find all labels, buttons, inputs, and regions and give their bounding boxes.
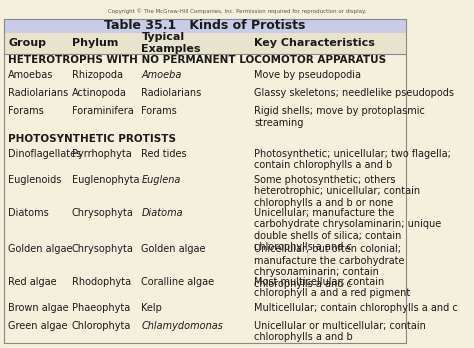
Text: Glassy skeletons; needlelike pseudopods: Glassy skeletons; needlelike pseudopods <box>254 88 454 98</box>
Text: HETEROTROPHS WITH NO PERMANENT LOCOMOTOR APPARATUS: HETEROTROPHS WITH NO PERMANENT LOCOMOTOR… <box>8 55 386 65</box>
Text: Coralline algae: Coralline algae <box>141 277 215 287</box>
Text: Kelp: Kelp <box>141 303 162 313</box>
Text: Foraminifera: Foraminifera <box>72 106 134 116</box>
Text: Euglenoids: Euglenoids <box>8 175 62 185</box>
Text: Radiolarians: Radiolarians <box>141 88 201 98</box>
Text: Diatoms: Diatoms <box>8 207 49 218</box>
Text: Unicellular, but often colonial;
manufacture the carbohydrate
chrysолaminarin; c: Unicellular, but often colonial; manufac… <box>254 244 405 289</box>
Text: Diatoma: Diatoma <box>141 207 183 218</box>
Text: Golden algae: Golden algae <box>141 244 206 254</box>
Text: Chrysophyta: Chrysophyta <box>72 244 134 254</box>
Text: Amoebas: Amoebas <box>8 70 54 80</box>
Text: Phylum: Phylum <box>72 38 118 48</box>
Text: Some photosynthetic; others
heterotrophic; unicellular; contain
chlorophylls a a: Some photosynthetic; others heterotrophi… <box>254 175 420 208</box>
Text: Photosynthetic; unicellular; two flagella;
contain chlorophylls a and b: Photosynthetic; unicellular; two flagell… <box>254 149 451 171</box>
FancyBboxPatch shape <box>4 19 406 33</box>
Text: Euglenophyta: Euglenophyta <box>72 175 139 185</box>
Text: Brown algae: Brown algae <box>8 303 69 313</box>
Text: Phaeophyta: Phaeophyta <box>72 303 130 313</box>
Text: Green algae: Green algae <box>8 321 68 331</box>
Text: Rhizopoda: Rhizopoda <box>72 70 123 80</box>
Text: Key Characteristics: Key Characteristics <box>254 38 375 48</box>
Text: Red tides: Red tides <box>141 149 187 159</box>
Text: Golden algae: Golden algae <box>8 244 73 254</box>
Text: Euglena: Euglena <box>141 175 181 185</box>
Text: Table 35.1   Kinds of Protists: Table 35.1 Kinds of Protists <box>104 19 306 32</box>
Text: Chlamydomonas: Chlamydomonas <box>141 321 223 331</box>
Text: Move by pseudopodia: Move by pseudopodia <box>254 70 361 80</box>
Text: Red algae: Red algae <box>8 277 57 287</box>
Text: Amoeba: Amoeba <box>141 70 182 80</box>
Text: Forams: Forams <box>8 106 44 116</box>
Text: Rhodophyta: Rhodophyta <box>72 277 131 287</box>
Text: Forams: Forams <box>141 106 177 116</box>
Text: Group: Group <box>8 38 46 48</box>
FancyBboxPatch shape <box>4 33 406 54</box>
Text: Unicellular or multicellular; contain
chlorophylls a and b: Unicellular or multicellular; contain ch… <box>254 321 426 342</box>
Text: Copyright © The McGraw-Hill Companies, Inc. Permission required for reproduction: Copyright © The McGraw-Hill Companies, I… <box>108 9 366 14</box>
Text: Most multicellular; contain
chlorophyll a and a red pigment: Most multicellular; contain chlorophyll … <box>254 277 410 298</box>
Text: Rigid shells; move by protoplasmic
streaming: Rigid shells; move by protoplasmic strea… <box>254 106 425 128</box>
Text: Actinopoda: Actinopoda <box>72 88 127 98</box>
Text: Chrysophyta: Chrysophyta <box>72 207 134 218</box>
Text: Pyrrhophyta: Pyrrhophyta <box>72 149 131 159</box>
Text: Multicellular; contain chlorophylls a and c: Multicellular; contain chlorophylls a an… <box>254 303 458 313</box>
Text: Chlorophyta: Chlorophyta <box>72 321 131 331</box>
Text: Unicellular; manufacture the
carbohydrate chrysolaminarin; unique
double shells : Unicellular; manufacture the carbohydrat… <box>254 207 441 252</box>
Text: Typical
Examples: Typical Examples <box>141 32 201 54</box>
Text: Dinoflagellates: Dinoflagellates <box>8 149 82 159</box>
Text: PHOTOSYNTHETIC PROTISTS: PHOTOSYNTHETIC PROTISTS <box>8 134 176 144</box>
Text: Radiolarians: Radiolarians <box>8 88 68 98</box>
